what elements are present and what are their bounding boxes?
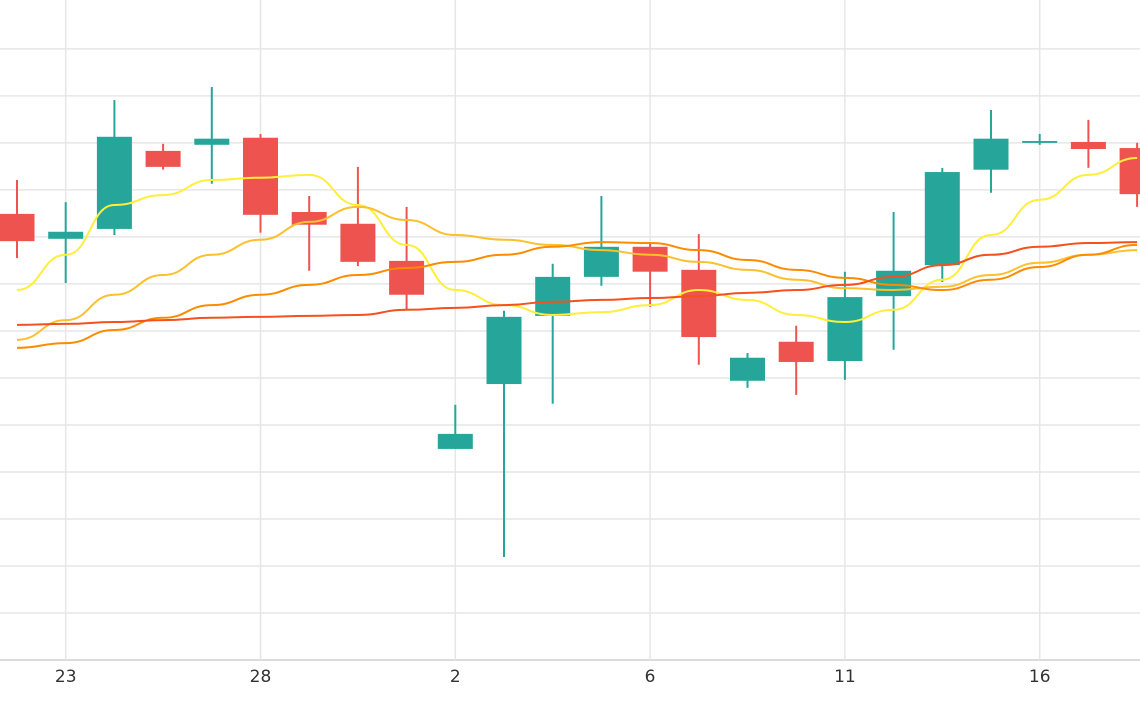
x-tick-label: 23 — [55, 667, 77, 687]
candle-body — [437, 433, 473, 449]
x-tick-label: 6 — [645, 667, 656, 687]
candle-body — [486, 316, 522, 385]
candle-body — [145, 150, 181, 167]
x-tick-label: 16 — [1029, 667, 1051, 687]
candle-body — [632, 246, 668, 272]
moving-average-line — [16, 156, 1138, 324]
candle-body — [827, 297, 863, 362]
x-tick-label: 11 — [834, 667, 856, 687]
candle-body — [0, 213, 35, 242]
moving-average-line — [16, 241, 1138, 326]
candle-body — [1022, 141, 1058, 143]
x-tick-label: 2 — [450, 667, 461, 687]
moving-average-line — [16, 241, 1138, 349]
candle-body — [243, 137, 278, 215]
candle-body — [924, 172, 960, 266]
candle-body — [96, 136, 132, 229]
candle-body — [194, 138, 230, 145]
candle-body — [48, 231, 84, 239]
candle-body — [681, 269, 717, 338]
candle-body — [535, 276, 571, 316]
x-tick-label: 28 — [250, 667, 272, 687]
candle-body — [973, 138, 1009, 170]
candle-body — [340, 223, 376, 262]
candle-body — [778, 341, 814, 362]
candle-body — [583, 246, 619, 277]
candle-body — [1070, 141, 1106, 150]
candle-body — [389, 260, 425, 295]
candle-body — [1119, 148, 1140, 195]
candle-body — [730, 357, 765, 381]
